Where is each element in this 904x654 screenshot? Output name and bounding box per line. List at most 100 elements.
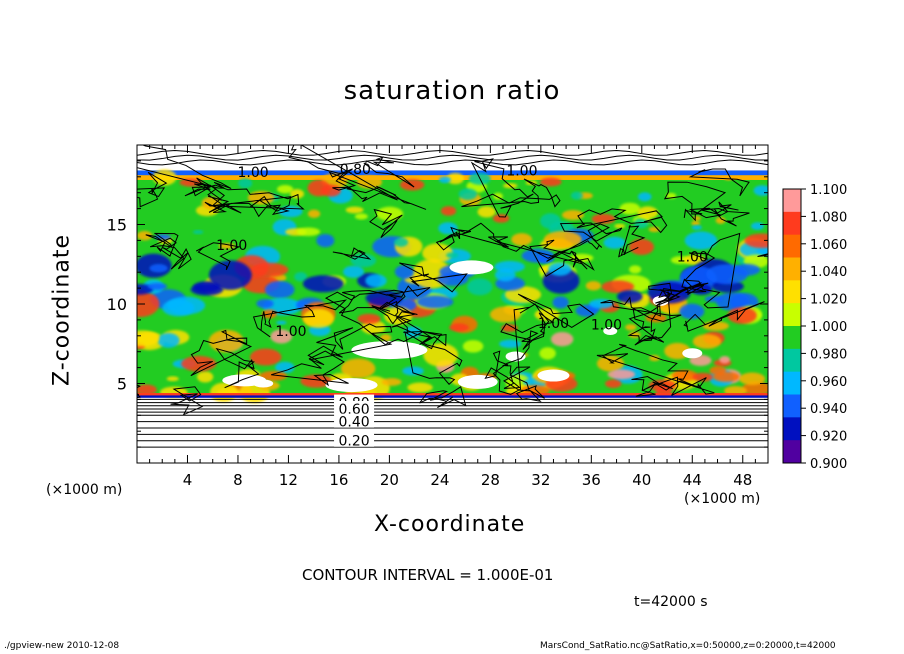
- lower-blob: [357, 313, 381, 324]
- lower-blob: [534, 308, 560, 321]
- mid-blob: [137, 230, 153, 241]
- x-axis: 4 8 12 16 20 24 28 32 36 40 44 48: [149, 145, 756, 489]
- mid-blob: [601, 280, 635, 294]
- mid-blob: [393, 237, 409, 247]
- contour-line: [600, 296, 682, 322]
- mid-blob: [603, 236, 626, 249]
- contour-line: [502, 366, 545, 403]
- dry-blob: [394, 264, 415, 279]
- contour-line: [170, 386, 204, 416]
- base-blob: [692, 372, 714, 382]
- lower-blob: [423, 343, 459, 367]
- mid-blob: [756, 247, 768, 256]
- contour-line: [683, 301, 765, 332]
- x-tick-label: 20: [380, 471, 399, 489]
- contour-line: [488, 236, 588, 270]
- contour-line: [271, 350, 349, 387]
- contour-line: [492, 303, 550, 395]
- x-tick-label: 44: [683, 471, 702, 489]
- mid-blob: [137, 290, 160, 318]
- lower-blob: [302, 308, 334, 329]
- contour-label: 0.20: [338, 434, 369, 450]
- upper-blob: [570, 191, 583, 200]
- upper-blob: [619, 202, 641, 215]
- lower-blob: [166, 376, 179, 382]
- contour-line: [371, 301, 418, 325]
- contour-line: [618, 224, 646, 258]
- base-blob: [742, 381, 768, 396]
- upper-blob: [539, 177, 562, 187]
- colorbar-swatch: [783, 394, 801, 418]
- contour-line: [435, 222, 509, 251]
- x-tick-label: 16: [329, 471, 348, 489]
- contour-line: [324, 289, 424, 346]
- upper-blob: [614, 223, 626, 229]
- upper-blob: [296, 227, 321, 236]
- contour-line: [399, 262, 468, 293]
- contour-line: [149, 237, 192, 270]
- x-units-right: (×1000 m): [684, 491, 761, 507]
- upper-blob: [753, 185, 768, 196]
- white-region: [325, 378, 378, 393]
- contour-line: [404, 331, 463, 385]
- contour-label: 1.00: [677, 249, 708, 265]
- lower-blob: [276, 320, 287, 325]
- contour-line: [484, 350, 521, 389]
- mid-blob: [521, 248, 554, 263]
- upper-blob: [751, 222, 765, 230]
- dry-blob: [706, 264, 748, 285]
- lower-blob: [702, 321, 729, 331]
- base-blob: [407, 382, 433, 393]
- bottom-band: [137, 393, 768, 397]
- contour-line: [688, 201, 750, 227]
- x-tick-label: 36: [582, 471, 601, 489]
- mid-blob: [218, 243, 236, 249]
- contour-line: [137, 384, 142, 399]
- contour-line: [500, 312, 555, 350]
- colorbar-label: 1.040: [810, 265, 847, 280]
- x-tick-label: 32: [531, 471, 550, 489]
- mid-blob: [250, 262, 289, 277]
- top-band-blue: [137, 170, 768, 176]
- dry-blob: [147, 282, 168, 290]
- contour-line: [338, 285, 431, 317]
- lower-blob: [249, 348, 282, 366]
- dry-blob: [149, 264, 168, 273]
- lower-blob: [380, 334, 392, 342]
- white-region: [449, 260, 494, 275]
- footer-left: ./gpview-new 2010-12-08: [4, 641, 120, 651]
- white-region: [457, 374, 498, 389]
- contour-label: 1.00: [238, 165, 269, 181]
- dry-blob: [416, 295, 454, 309]
- contour-line: [529, 239, 595, 277]
- mid-blob: [684, 231, 718, 250]
- mid-blob: [504, 286, 542, 303]
- contour-labels: 1.000.801.001.001.001.001.001.000.800.60…: [216, 162, 708, 450]
- colorbar-swatch: [783, 257, 801, 281]
- contour-label: 1.00: [591, 318, 622, 334]
- upper-blob: [477, 206, 496, 218]
- colorbar-label: 1.020: [810, 293, 847, 308]
- contour-line: [684, 232, 741, 309]
- colorbar-swatch: [783, 303, 801, 327]
- colorbar-label: 0.980: [810, 347, 847, 362]
- colorbar-label: 1.080: [810, 210, 847, 225]
- white-region: [603, 327, 618, 336]
- white-region: [351, 341, 428, 360]
- upper-blob: [192, 229, 204, 235]
- base-blob: [605, 379, 622, 389]
- lower-blob: [499, 339, 522, 349]
- upper-blob: [691, 220, 701, 226]
- colorbar-swatch: [783, 234, 801, 258]
- colorbar-label: 1.000: [810, 320, 847, 335]
- base-blob: [137, 384, 157, 395]
- x-tick-label: 28: [481, 471, 500, 489]
- contour-line: [307, 323, 393, 366]
- contour-line: [252, 299, 348, 338]
- dry-blob: [365, 274, 387, 288]
- upper-blob: [278, 205, 303, 218]
- colorbar-label: 0.900: [810, 457, 847, 472]
- contour-label-bg: [334, 400, 375, 415]
- colorbar-label: 0.940: [810, 402, 847, 417]
